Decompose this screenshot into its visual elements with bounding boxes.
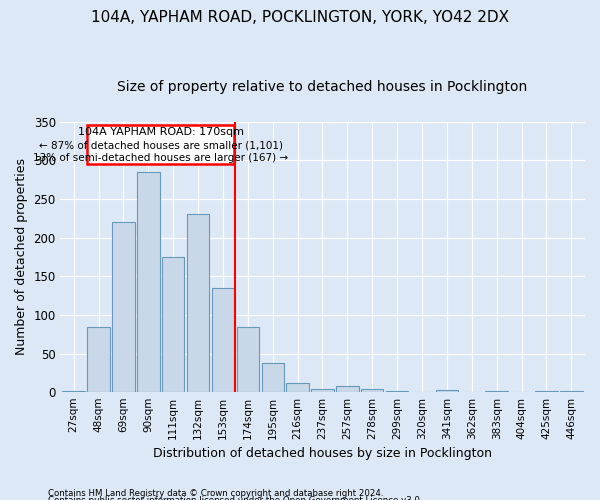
Bar (262, 363, 284, 392)
Y-axis label: Number of detached properties: Number of detached properties (15, 158, 28, 356)
Text: 13% of semi-detached houses are larger (167) →: 13% of semi-detached houses are larger (… (33, 154, 289, 164)
Text: ← 87% of detached houses are smaller (1,101): ← 87% of detached houses are smaller (1,… (39, 140, 283, 150)
Text: Contains public sector information licensed under the Open Government Licence v3: Contains public sector information licen… (48, 496, 422, 500)
Bar (187, 214, 209, 392)
Bar (162, 257, 184, 392)
Bar (62, 391, 85, 392)
Bar (361, 388, 383, 392)
Bar (88, 126, 234, 164)
Text: 104A, YAPHAM ROAD, POCKLINGTON, YORK, YO42 2DX: 104A, YAPHAM ROAD, POCKLINGTON, YORK, YO… (91, 10, 509, 25)
Text: 104A YAPHAM ROAD: 170sqm: 104A YAPHAM ROAD: 170sqm (78, 128, 244, 138)
Bar (386, 391, 409, 392)
Bar (137, 172, 160, 392)
Bar (236, 326, 259, 392)
Bar (112, 222, 134, 392)
Bar (535, 391, 557, 392)
X-axis label: Distribution of detached houses by size in Pocklington: Distribution of detached houses by size … (153, 447, 492, 460)
Text: Contains HM Land Registry data © Crown copyright and database right 2024.: Contains HM Land Registry data © Crown c… (48, 488, 383, 498)
Title: Size of property relative to detached houses in Pocklington: Size of property relative to detached ho… (118, 80, 527, 94)
Bar (212, 288, 234, 393)
Bar (436, 390, 458, 392)
Bar (311, 388, 334, 392)
Bar (485, 391, 508, 392)
Bar (560, 391, 583, 392)
Bar (286, 383, 309, 392)
Bar (88, 326, 110, 392)
Bar (336, 386, 359, 392)
